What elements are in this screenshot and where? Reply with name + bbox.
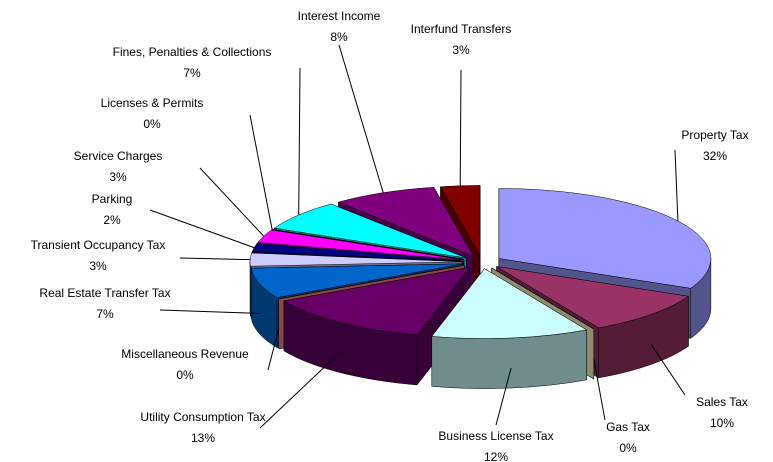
slice-label: Real Estate Transfer Tax <box>39 286 170 300</box>
slice <box>337 187 475 257</box>
slice-value-label: 10% <box>710 416 734 430</box>
slice-label: Licenses & Permits <box>101 96 204 110</box>
leader-line <box>179 257 251 261</box>
slice-side <box>431 329 587 389</box>
slice-label: Miscellaneous Revenue <box>121 347 249 361</box>
slice <box>439 185 481 257</box>
slice-value-label: 3% <box>109 170 127 184</box>
leader-line <box>674 149 679 222</box>
slice-label: Utility Consumption Tax <box>140 410 265 424</box>
slice-value-label: 3% <box>452 43 470 57</box>
leader-line <box>338 44 384 193</box>
leader-line <box>267 328 280 371</box>
slice <box>283 266 471 336</box>
slice <box>251 243 463 262</box>
slice-label: Fines, Penalties & Collections <box>113 45 272 59</box>
slice <box>496 266 690 329</box>
slice <box>273 203 467 259</box>
leader-line <box>650 344 686 396</box>
slice <box>491 267 594 330</box>
slice-value-label: 3% <box>89 259 107 273</box>
slice-value-label: 12% <box>484 450 508 462</box>
slice-value-label: 0% <box>143 117 161 131</box>
slice-label: Parking <box>92 192 133 206</box>
slice-value-label: 32% <box>703 149 727 163</box>
leader-line <box>459 69 462 186</box>
leader-line <box>593 359 606 421</box>
slice-label: Sales Tax <box>696 395 748 409</box>
leader-line <box>495 367 512 426</box>
slice-value-label: 2% <box>103 213 121 227</box>
leader-line <box>149 209 255 249</box>
leader-line <box>199 167 265 237</box>
leader-line <box>249 114 273 230</box>
slice <box>257 229 464 261</box>
slice-label: Service Charges <box>74 149 163 163</box>
slice-label: Property Tax <box>681 128 748 142</box>
slice <box>278 264 465 300</box>
slice-label: Interest Income <box>298 9 381 23</box>
leader-line <box>159 309 260 314</box>
slice-value-label: 7% <box>183 66 201 80</box>
slice <box>250 263 463 298</box>
slice-value-label: 7% <box>96 307 114 321</box>
slice-label: Business License Tax <box>438 429 553 443</box>
leader-line <box>259 352 341 429</box>
leader-line <box>298 67 301 216</box>
slice-value-label: 8% <box>330 30 348 44</box>
slice-value-label: 13% <box>191 431 215 445</box>
slice-value-label: 0% <box>619 441 637 455</box>
slice-label: Transient Occupancy Tax <box>31 238 166 252</box>
slice-value-label: 0% <box>176 368 194 382</box>
slice-label: Interfund Transfers <box>411 22 512 36</box>
slice <box>431 268 588 339</box>
slice <box>249 252 463 267</box>
slice-label: Gas Tax <box>606 420 650 434</box>
